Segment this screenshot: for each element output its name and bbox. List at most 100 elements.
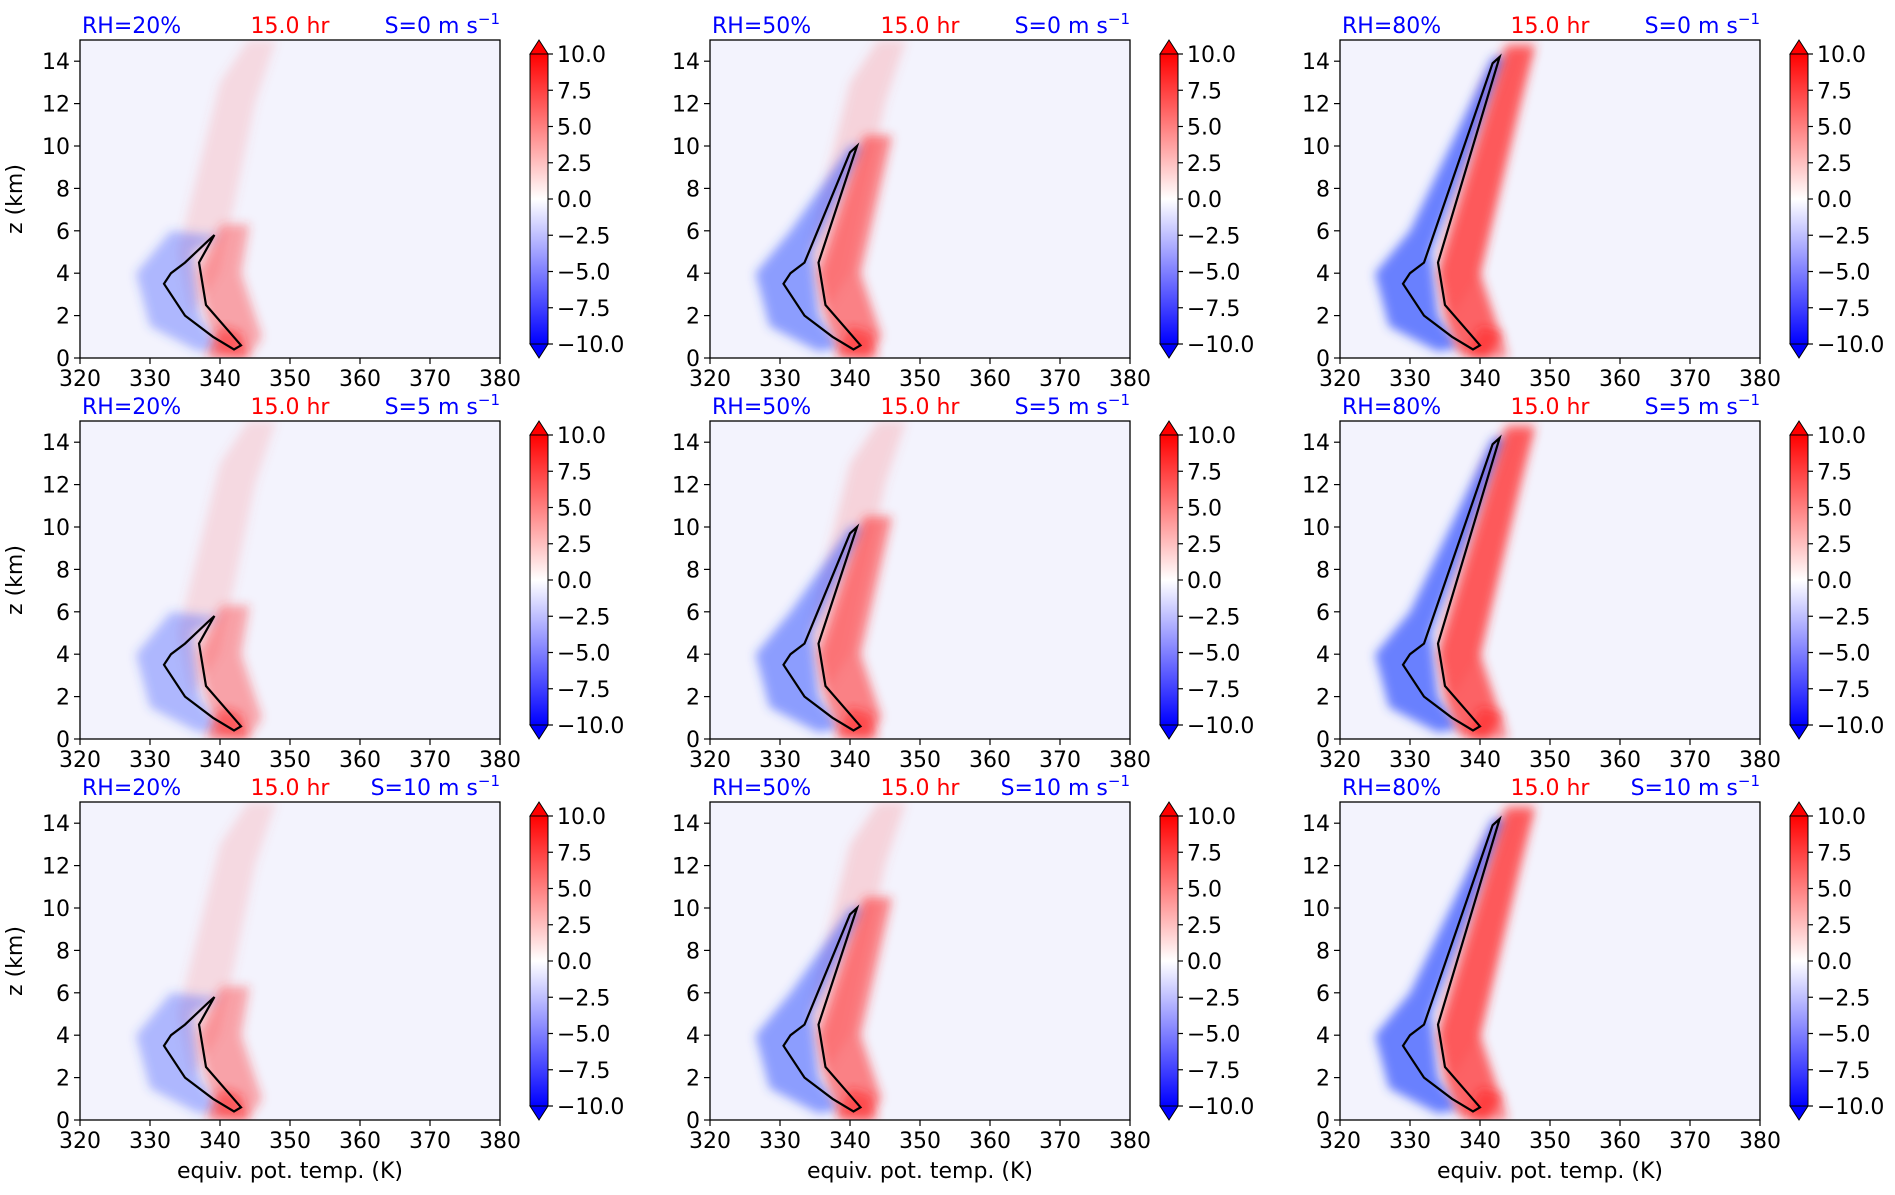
positive-limb	[1438, 808, 1535, 1120]
negative-limb	[136, 230, 222, 352]
shear-title-exponent: −1	[1108, 391, 1130, 409]
anomaly-field	[1375, 40, 1536, 358]
y-tick-label: 8	[1316, 558, 1330, 583]
y-tick-label: 2	[686, 686, 700, 711]
x-tick-label: 380	[1739, 748, 1781, 773]
colorbar-body	[1159, 53, 1179, 345]
shear-title: S=5 m s−1	[1015, 391, 1130, 420]
colorbar-extend-min	[529, 1105, 549, 1121]
x-tick-label: 350	[899, 1129, 941, 1154]
anomaly-field	[136, 40, 276, 358]
y-tick-label: 2	[56, 305, 70, 330]
rh-title: RH=50%	[712, 395, 811, 420]
x-tick-label: 320	[689, 367, 731, 392]
y-tick-label: 14	[672, 50, 700, 75]
colorbar-tick-label: 0.0	[557, 569, 592, 594]
x-tick-label: 380	[1739, 367, 1781, 392]
shear-title-exponent: −1	[1738, 10, 1760, 28]
colorbar-extend-max	[1789, 39, 1809, 55]
x-tick-label: 370	[1039, 748, 1081, 773]
y-tick-label: 0	[686, 347, 700, 372]
colorbar-tick-label: −7.5	[557, 297, 610, 322]
shear-title-main: S=5 m s	[1645, 395, 1738, 420]
x-tick-label: 370	[409, 367, 451, 392]
y-tick-label: 6	[1316, 982, 1330, 1007]
colorbar-tick-label: 7.5	[1187, 460, 1222, 485]
colorbar-tick-label: 0.0	[1817, 950, 1852, 975]
shear-title: S=10 m s−1	[371, 772, 500, 801]
y-tick-label: 0	[56, 728, 70, 753]
y-tick-label: 10	[42, 135, 70, 160]
colorbar-extend-min	[1789, 1105, 1809, 1121]
colorbar: 10.0 7.5 5.0 2.5 0.0 −2.5 −5.0 −7.5 −10.0	[1159, 801, 1254, 1121]
x-tick-label: 380	[479, 1129, 521, 1154]
y-tick-label: 14	[42, 812, 70, 837]
colorbar: 10.0 7.5 5.0 2.5 0.0 −2.5 −5.0 −7.5 −10.0	[1789, 39, 1884, 359]
y-tick-label: 12	[42, 93, 70, 118]
x-tick-label: 350	[269, 748, 311, 773]
colorbar-tick-label: 10.0	[1817, 43, 1866, 68]
shear-title-exponent: −1	[1108, 772, 1130, 790]
rh-title: RH=20%	[82, 14, 181, 39]
y-axis-label: z (km)	[3, 164, 28, 234]
x-tick-label: 320	[59, 367, 101, 392]
colorbar: 10.0 7.5 5.0 2.5 0.0 −2.5 −5.0 −7.5 −10.0	[529, 801, 624, 1121]
colorbar-tick-label: 2.5	[1187, 533, 1222, 558]
colorbar-tick-label: −2.5	[1817, 224, 1870, 249]
colorbar-tick-label: 7.5	[557, 460, 592, 485]
contour-line	[162, 996, 243, 1113]
contour-line	[782, 904, 863, 1113]
colorbar-tick-label: −10.0	[1817, 1095, 1884, 1120]
x-tick-label: 360	[1599, 748, 1641, 773]
contour-line	[782, 142, 863, 351]
colorbar: 10.0 7.5 5.0 2.5 0.0 −2.5 −5.0 −7.5 −10.0	[1789, 801, 1884, 1121]
anomaly-field	[755, 802, 906, 1120]
surface-warm-core	[1466, 326, 1508, 358]
colorbar-tick-label: −10.0	[1187, 1095, 1254, 1120]
negative-limb	[136, 992, 222, 1114]
y-tick-label: 2	[56, 686, 70, 711]
shear-title: S=10 m s−1	[1631, 772, 1760, 801]
y-tick-label: 6	[1316, 220, 1330, 245]
x-tick-label: 370	[1669, 748, 1711, 773]
x-tick-label: 370	[409, 1129, 451, 1154]
anomaly-field	[136, 802, 276, 1120]
x-tick-label: 330	[129, 1129, 171, 1154]
time-title: 15.0 hr	[1511, 776, 1591, 801]
colorbar-tick-label: 5.0	[1817, 497, 1852, 522]
positive-limb	[199, 224, 262, 358]
y-tick-label: 10	[1302, 135, 1330, 160]
colorbar-tick-label: −7.5	[557, 678, 610, 703]
x-tick-label: 380	[479, 367, 521, 392]
y-tick-label: 0	[56, 347, 70, 372]
surface-warm-core	[206, 1088, 248, 1120]
positive-limb	[1438, 427, 1535, 739]
colorbar-tick-label: 5.0	[1817, 878, 1852, 903]
colorbar-extend-max	[1159, 39, 1179, 55]
colorbar-tick-label: 0.0	[557, 950, 592, 975]
x-tick-label: 370	[1039, 367, 1081, 392]
colorbar-extend-min	[1159, 343, 1179, 359]
panel-8: 320 330 340 350 360 370 380 0 2 4 6 8 10 12 14 equiv. p…	[1302, 772, 1884, 1184]
colorbar-tick-label: 2.5	[557, 914, 592, 939]
x-tick-label: 330	[759, 1129, 801, 1154]
x-tick-label: 350	[1529, 748, 1571, 773]
colorbar-tick-label: 10.0	[557, 43, 606, 68]
y-tick-label: 12	[1302, 93, 1330, 118]
colorbar: 10.0 7.5 5.0 2.5 0.0 −2.5 −5.0 −7.5 −10.0	[1159, 420, 1254, 740]
x-tick-label: 350	[899, 367, 941, 392]
colorbar-tick-label: −5.0	[557, 642, 610, 667]
rh-title: RH=80%	[1342, 14, 1441, 39]
colorbar-tick-label: 10.0	[1187, 424, 1236, 449]
y-tick-label: 2	[686, 305, 700, 330]
colorbar-tick-label: −10.0	[557, 1095, 624, 1120]
shear-title-exponent: −1	[478, 10, 500, 28]
panel-2: 320 330 340 350 360 370 380 0 2 4 6 8 10 12 14 RH=80% 15…	[1302, 10, 1884, 392]
shear-title: S=10 m s−1	[1001, 772, 1130, 801]
y-tick-label: 0	[686, 1109, 700, 1134]
surface-warm-core	[206, 326, 248, 358]
x-tick-label: 340	[829, 1129, 871, 1154]
shear-title-exponent: −1	[478, 391, 500, 409]
colorbar: 10.0 7.5 5.0 2.5 0.0 −2.5 −5.0 −7.5 −10.0	[529, 420, 624, 740]
